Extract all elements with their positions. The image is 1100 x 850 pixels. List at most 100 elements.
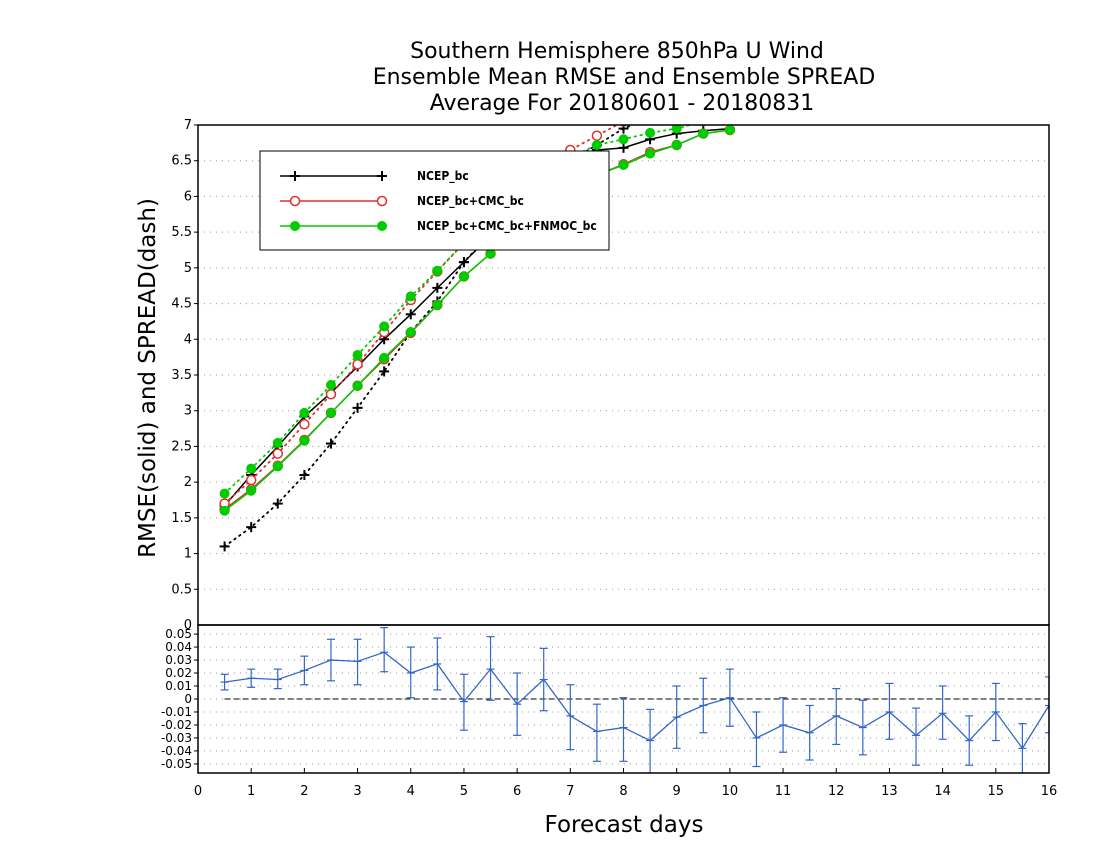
filled-circle-marker	[272, 461, 283, 472]
y-tick-label: -0.02	[161, 718, 192, 732]
error-bar	[592, 703, 601, 762]
y-tick-label: 2	[184, 475, 192, 490]
y-tick-label: -0.04	[161, 744, 192, 758]
filled-circle-marker	[352, 380, 363, 391]
y-tick-label: 0.05	[165, 627, 192, 641]
error-bar	[539, 647, 548, 712]
y-tick-label: 5	[184, 261, 192, 276]
x-tick-label: 9	[673, 784, 681, 799]
filled-circle-marker	[352, 350, 363, 360]
legend-label: NCEP_bc+CMC_bc+FNMOC_bc	[417, 219, 597, 234]
y-tick-label: 1	[184, 547, 192, 562]
y-tick-label: 1.5	[171, 511, 192, 526]
error-bar	[991, 682, 1000, 742]
filled-circle-marker	[458, 271, 469, 282]
difference-panel: -0.05-0.04-0.03-0.02-0.0100.010.020.030.…	[161, 624, 1057, 799]
error-bar	[858, 699, 867, 756]
error-bar	[699, 677, 708, 734]
error-bar	[566, 684, 575, 751]
error-bar	[273, 668, 282, 690]
difference-line	[224, 651, 1049, 750]
filled-circle-marker	[290, 221, 300, 231]
error-bar	[725, 668, 734, 727]
filled-circle-marker	[246, 463, 257, 474]
x-tick-label: 7	[566, 784, 574, 799]
filled-circle-marker	[405, 327, 416, 338]
series-NCEP_bc+CMC_bc	[219, 125, 736, 515]
error-bar	[1045, 676, 1049, 734]
filled-circle-marker	[405, 291, 416, 302]
error-bar	[433, 637, 442, 691]
error-bar	[938, 685, 947, 740]
filled-circle-marker	[325, 407, 336, 418]
x-tick-label: 11	[775, 784, 792, 799]
y-tick-label: -0.05	[161, 757, 192, 771]
open-circle-marker	[352, 359, 363, 370]
y-tick-label: 0.01	[165, 679, 192, 693]
error-bar	[805, 704, 814, 761]
error-bar	[1018, 723, 1027, 773]
legend-label: NCEP_bc+CMC_bc	[417, 194, 524, 209]
filled-circle-marker	[325, 380, 336, 390]
error-bar	[220, 673, 229, 691]
x-tick-label: 10	[722, 784, 739, 799]
x-tick-label: 13	[881, 784, 898, 799]
y-tick-label: -0.01	[161, 705, 192, 719]
x-tick-label: 14	[934, 784, 951, 799]
filled-circle-marker	[432, 265, 443, 276]
y-tick-label: 6.5	[171, 154, 192, 169]
x-tick-label: 6	[513, 784, 521, 799]
error-bar	[406, 646, 415, 699]
x-tick-label: 2	[300, 784, 308, 799]
filled-circle-marker	[272, 437, 283, 448]
legend: NCEP_bc NCEP_bc+CMC_bc NCEP_bc+CMC_bc+FNMO…	[259, 150, 610, 251]
error-bar	[885, 682, 894, 740]
filled-circle-marker	[379, 321, 390, 332]
error-bar	[247, 668, 256, 688]
x-axis-label: Forecast days	[545, 812, 704, 838]
open-circle-marker	[591, 130, 603, 141]
x-tick-label: 0	[194, 784, 202, 799]
filled-circle-marker	[671, 140, 682, 150]
y-tick-label: -0.03	[161, 731, 192, 745]
error-bar	[300, 655, 309, 686]
filled-circle-marker	[379, 352, 390, 363]
y-tick-label: 0	[184, 618, 192, 633]
filled-circle-marker	[724, 125, 735, 135]
title-line-1: Southern Hemisphere 850hPa U Wind	[410, 39, 824, 64]
open-circle-marker	[299, 419, 310, 430]
filled-circle-marker	[618, 160, 629, 170]
y-tick-label: 0.04	[165, 640, 192, 654]
open-circle-marker	[272, 448, 284, 459]
filled-circle-marker	[591, 140, 602, 150]
error-bar	[646, 708, 655, 773]
filled-circle-marker	[671, 125, 682, 134]
open-circle-marker	[325, 389, 337, 400]
error-bar	[832, 688, 841, 746]
x-tick-label: 12	[828, 784, 845, 799]
error-bar	[965, 715, 974, 766]
error-bar	[912, 707, 921, 766]
error-bar	[353, 638, 362, 686]
y-tick-label: 6	[184, 189, 192, 204]
y-tick-label: 0.5	[171, 582, 192, 597]
filled-circle-marker	[645, 127, 656, 138]
error-bar	[459, 673, 468, 731]
filled-circle-marker	[219, 505, 230, 516]
x-tick-label: 4	[407, 784, 415, 799]
filled-circle-marker	[377, 221, 387, 231]
open-circle-marker	[245, 474, 257, 486]
y-tick-label: 0.03	[165, 653, 192, 667]
legend-label: NCEP_bc	[417, 169, 469, 184]
error-bar	[513, 672, 522, 736]
x-tick-label: 15	[988, 784, 1005, 799]
filled-circle-marker	[299, 435, 310, 446]
y-tick-label: 7	[184, 118, 192, 133]
y-tick-label: 3	[184, 404, 192, 419]
filled-circle-marker	[645, 148, 656, 159]
title-line-3: Average For 20180601 - 20180831	[430, 91, 815, 116]
filled-circle-marker	[618, 134, 629, 145]
y-axis-label: RMSE(solid) and SPREAD(dash)	[135, 198, 161, 558]
error-bar	[486, 636, 495, 701]
x-tick-label: 5	[460, 784, 468, 799]
